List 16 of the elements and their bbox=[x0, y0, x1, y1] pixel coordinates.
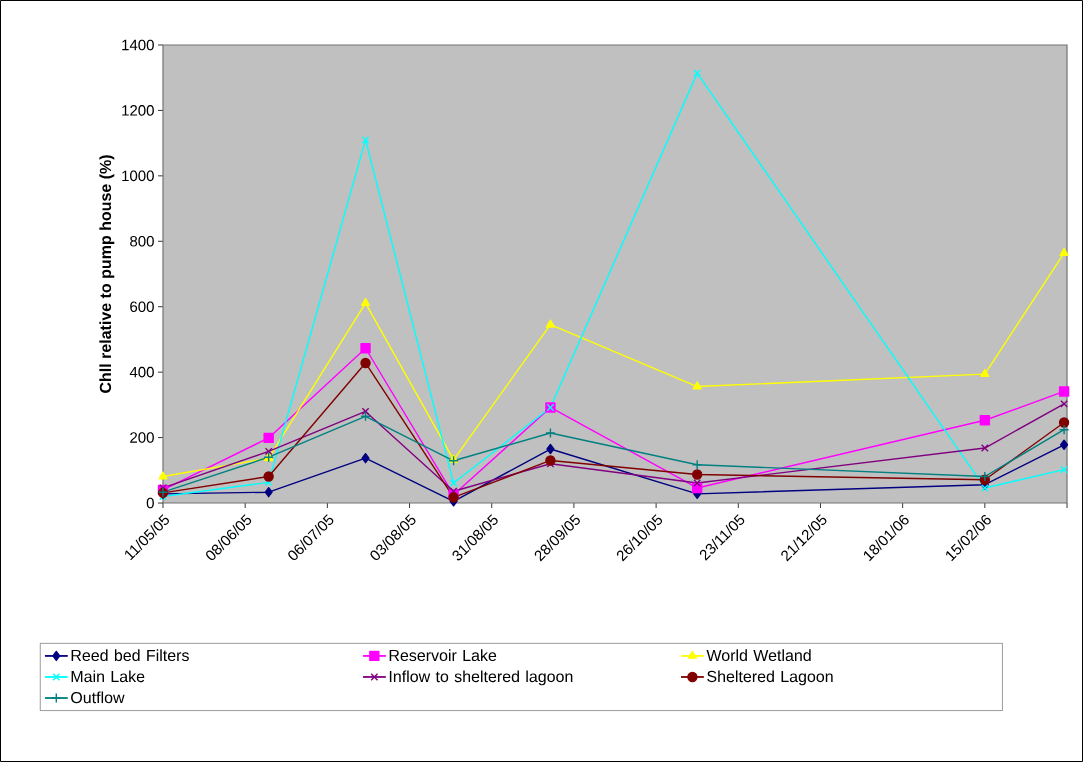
y-tick-label: 1200 bbox=[122, 105, 154, 116]
legend-label: Inflow to sheltered lagoon bbox=[389, 670, 573, 686]
y-tick-label: 400 bbox=[129, 366, 154, 378]
legend-label: Reed bed Filters bbox=[71, 649, 189, 662]
y-tick-label: 800 bbox=[130, 235, 154, 247]
y-tick-label: 1400 bbox=[122, 39, 154, 51]
legend-label: Reservoir Lake bbox=[389, 649, 497, 662]
legend-label: Main Lake bbox=[71, 670, 145, 683]
y-tick-label: 600 bbox=[130, 301, 154, 313]
y-tick-label: 200 bbox=[130, 432, 154, 443]
legend-label: Outflow bbox=[71, 691, 125, 704]
legend-label: World Wetland bbox=[706, 649, 811, 662]
y-tick-label: 1000 bbox=[122, 170, 154, 182]
legend-label: Sheltered Lagoon bbox=[707, 670, 833, 686]
y-tick-label: 0 bbox=[146, 497, 154, 509]
y-axis-title: Chll relative to pump house (%) bbox=[99, 155, 115, 393]
